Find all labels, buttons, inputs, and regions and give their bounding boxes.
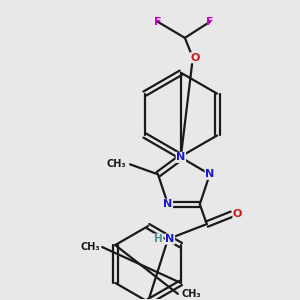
Text: CH₃: CH₃ [106, 159, 126, 170]
Text: N: N [176, 152, 185, 162]
Text: O: O [233, 209, 242, 219]
Text: N: N [165, 234, 175, 244]
Text: O: O [190, 53, 200, 63]
Text: H: H [154, 234, 163, 244]
Text: F: F [206, 17, 214, 27]
Text: CH₃: CH₃ [81, 242, 100, 252]
Text: CH₃: CH₃ [182, 289, 202, 299]
Text: N: N [205, 169, 214, 179]
Text: N: N [163, 199, 172, 209]
Text: F: F [154, 17, 162, 27]
